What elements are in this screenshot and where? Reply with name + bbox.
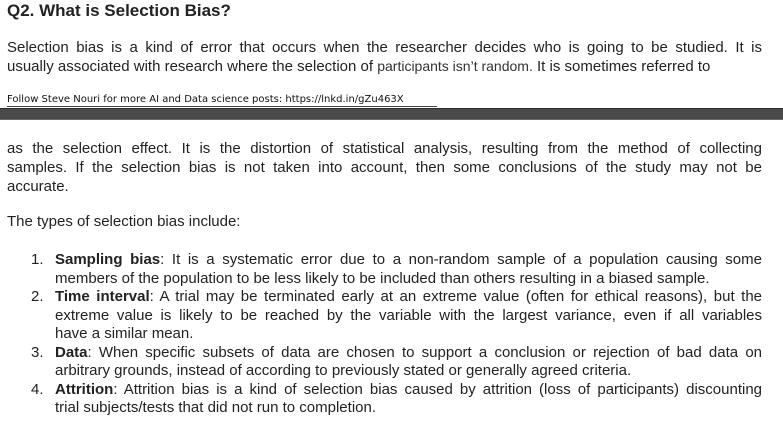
list-line: have a similar mean. (55, 325, 194, 342)
paragraph-continuation: as the selection effect. It is the disto… (7, 139, 762, 196)
list-line: trial subjects/tests that did not run to… (55, 399, 376, 416)
paragraph-line: accurate. (7, 178, 69, 195)
list-line: members of the population to be less lik… (55, 269, 710, 287)
list-line: arbitrary grounds, instead of according … (55, 362, 632, 379)
term-label: Attrition (55, 380, 114, 398)
list-item: 2. Time interval: A trial may be termina… (0, 288, 762, 344)
list-item: 3. Data: When specific subsets of data a… (0, 344, 762, 381)
paragraph-line: as the selection effect. It is the disto… (7, 140, 762, 157)
list-number: 4. (31, 380, 44, 398)
list-line: Attrition: Attrition bias is a kind of s… (55, 381, 762, 400)
list-number: 1. (31, 251, 44, 268)
paragraph-line: usually associated with research where t… (7, 57, 762, 76)
text-run: usually associated with research where t… (7, 58, 378, 75)
list-item: 4. Attrition: Attrition bias is a kind o… (0, 381, 762, 418)
list-item: 1. Sampling bias: It is a systematic err… (0, 251, 762, 288)
text-run: : When specific subsets of data are chos… (87, 343, 762, 361)
footer-follow-link[interactable]: Follow Steve Nouri for more AI and Data … (7, 94, 404, 105)
text-run: participants isn’t random. (377, 58, 533, 74)
list-line: Data: When specific subsets of data are … (55, 344, 762, 363)
text-run: : Attrition bias is a kind of selection … (113, 380, 762, 398)
text-run: : A trial may be terminated early at an … (149, 288, 762, 305)
term-label: Sampling bias (55, 251, 161, 268)
page-break-bar (0, 108, 783, 120)
term-label: Data (55, 343, 88, 361)
list-number: 3. (31, 343, 44, 361)
types-intro: The types of selection bias include: (7, 213, 241, 230)
paragraph-line: Selection bias is a kind of error that o… (7, 39, 762, 56)
list-number: 2. (31, 288, 44, 305)
text-run: : It is a systematic error due to a non-… (160, 251, 762, 268)
text-run: It is sometimes referred to (532, 58, 711, 75)
selection-bias-types-list: 1. Sampling bias: It is a systematic err… (0, 251, 783, 418)
footer-divider (7, 106, 437, 107)
list-line: extreme value is likely to be reached by… (55, 306, 762, 324)
paragraph-line: samples. If the selection bias is not ta… (7, 159, 762, 176)
paragraph-definition: Selection bias is a kind of error that o… (7, 38, 762, 76)
list-line: Sampling bias: It is a systematic error … (55, 251, 762, 270)
question-title: Q2. What is Selection Bias? (7, 1, 231, 20)
list-line: Time interval: A trial may be terminated… (55, 288, 762, 307)
term-label: Time interval (55, 288, 150, 305)
